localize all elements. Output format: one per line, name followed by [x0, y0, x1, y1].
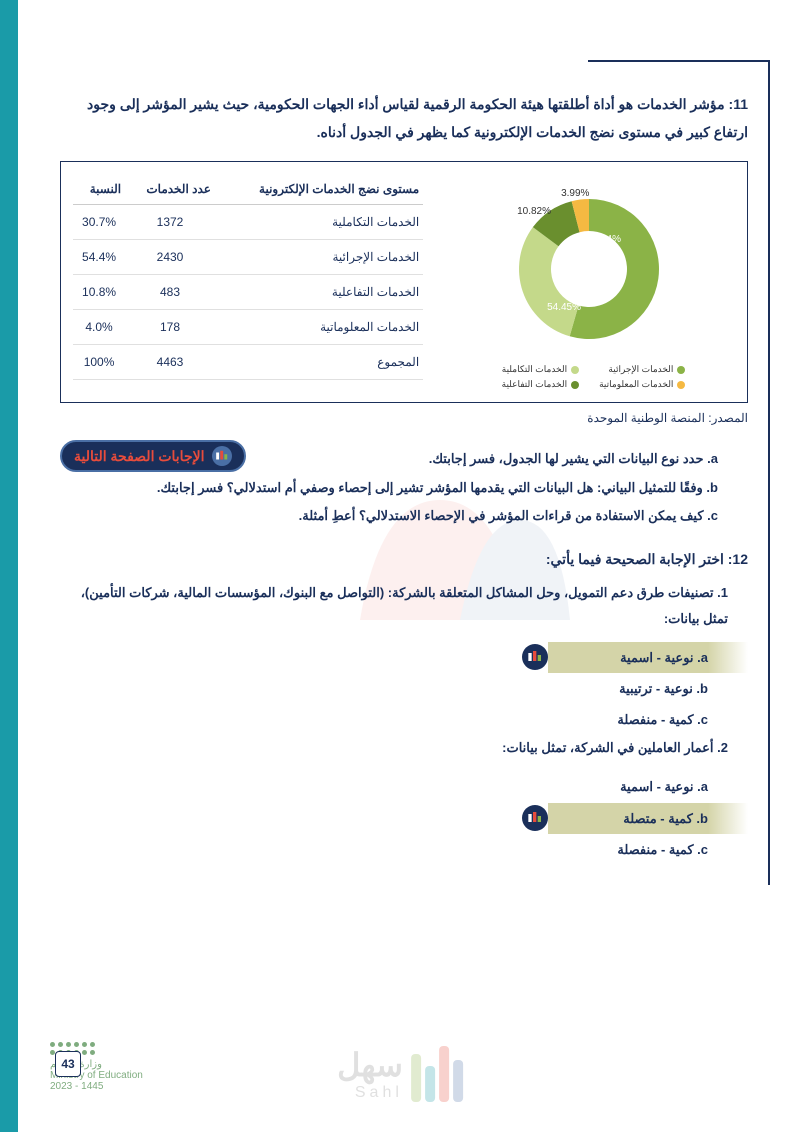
donut-chart: 30.74% 54.45% 10.82% 3.99% — [499, 174, 679, 354]
subq-b: b. وفقًا للتمثيل البياني: هل البيانات ال… — [60, 474, 748, 503]
q12-1-opt-c: c. كمية - منفصلة — [60, 704, 748, 735]
cell-count: 1372 — [125, 205, 215, 240]
q12-item2: 2. أعمار العاملين في الشركة، تمثل بيانات… — [60, 735, 748, 761]
cell-level: المجموع — [215, 345, 423, 380]
th-count: عدد الخدمات — [125, 174, 215, 205]
legend-label: الخدمات التكاملية — [502, 364, 567, 375]
q12-1-opt-b: b. نوعية - ترتيبية — [60, 673, 748, 704]
cell-pct: 30.7% — [73, 205, 125, 240]
donut-label-1: 54.45% — [547, 302, 581, 313]
cell-pct: 10.8% — [73, 275, 125, 310]
cell-level: الخدمات المعلوماتية — [215, 310, 423, 345]
answers-icon — [212, 446, 232, 466]
cell-pct: 54.4% — [73, 240, 125, 275]
correct-badge-icon — [522, 644, 548, 670]
top-border — [40, 60, 768, 62]
legend-dot-icon — [677, 381, 685, 389]
ministry-year: 2023 - 1445 — [50, 1081, 143, 1092]
cell-level: الخدمات التفاعلية — [215, 275, 423, 310]
table-row: الخدمات التكاملية 1372 30.7% — [73, 205, 423, 240]
cell-count: 178 — [125, 310, 215, 345]
cell-count: 4463 — [125, 345, 215, 380]
source-text: المصدر: المنصة الوطنية الموحدة — [60, 411, 748, 425]
q12-2-opt-c: c. كمية - منفصلة — [60, 834, 748, 865]
subq-block: الإجابات الصفحة التالية a. حدد نوع البيا… — [60, 445, 748, 531]
q12-1-opt-a: a. نوعية - اسمية — [60, 642, 748, 673]
legend-label: الخدمات الإجرائية — [608, 364, 673, 375]
cell-level: الخدمات التكاملية — [215, 205, 423, 240]
donut-slice — [519, 227, 579, 336]
cell-count: 483 — [125, 275, 215, 310]
q12-item1: 1. تصنيفات طرق دعم التمويل، وحل المشاكل … — [60, 580, 748, 632]
legend-label: الخدمات التفاعلية — [502, 379, 567, 390]
left-accent-bar — [0, 0, 18, 1132]
legend-item: الخدمات التفاعلية — [493, 379, 579, 390]
q11-intro: 11: مؤشر الخدمات هو أداة أطلقتها هيئة ال… — [60, 90, 748, 146]
correct-badge-icon — [522, 805, 548, 831]
th-pct: النسبة — [73, 174, 125, 205]
cell-count: 2430 — [125, 240, 215, 275]
legend-dot-icon — [571, 381, 579, 389]
table-row: المجموع 4463 100% — [73, 345, 423, 380]
table-side: مستوى نضج الخدمات الإلكترونية عدد الخدما… — [73, 174, 423, 390]
donut-label-2: 10.82% — [517, 206, 551, 217]
legend-label: الخدمات المعلوماتية — [599, 379, 673, 390]
donut-label-0: 30.74% — [587, 234, 621, 245]
table-row: الخدمات المعلوماتية 178 4.0% — [73, 310, 423, 345]
cell-level: الخدمات الإجرائية — [215, 240, 423, 275]
chart-table-box: مستوى نضج الخدمات الإلكترونية عدد الخدما… — [60, 161, 748, 403]
legend-item: الخدمات الإجرائية — [599, 364, 685, 375]
cell-pct: 100% — [73, 345, 125, 380]
q12-2-opt-b: b. كمية - متصلة — [60, 803, 748, 834]
chart-legend: الخدمات الإجرائية الخدمات التكاملية الخدما… — [493, 364, 686, 390]
legend-dot-icon — [677, 366, 685, 374]
table-row: الخدمات الإجرائية 2430 54.4% — [73, 240, 423, 275]
answers-button-label: الإجابات الصفحة التالية — [74, 448, 204, 465]
table-header-row: مستوى نضج الخدمات الإلكترونية عدد الخدما… — [73, 174, 423, 205]
legend-item: الخدمات المعلوماتية — [599, 379, 685, 390]
subq-c: c. كيف يمكن الاستفادة من قراءات المؤشر ف… — [60, 502, 748, 531]
answers-button[interactable]: الإجابات الصفحة التالية — [60, 440, 246, 472]
opt-label: b. كمية - متصلة — [623, 811, 708, 826]
content-border: 11: مؤشر الخدمات هو أداة أطلقتها هيئة ال… — [40, 60, 770, 885]
th-level: مستوى نضج الخدمات الإلكترونية — [215, 174, 423, 205]
page-number: 43 — [55, 1051, 81, 1077]
q12-title: 12: اختر الإجابة الصحيحة فيما يأتي: — [60, 551, 748, 568]
legend-item: الخدمات التكاملية — [493, 364, 579, 375]
legend-dot-icon — [571, 366, 579, 374]
q12-2-opt-a: a. نوعية - اسمية — [60, 771, 748, 802]
data-table: مستوى نضج الخدمات الإلكترونية عدد الخدما… — [73, 174, 423, 380]
opt-label: a. نوعية - اسمية — [620, 650, 708, 665]
cell-pct: 4.0% — [73, 310, 125, 345]
table-row: الخدمات التفاعلية 483 10.8% — [73, 275, 423, 310]
chart-side: 30.74% 54.45% 10.82% 3.99% الخدمات الإجر… — [443, 174, 735, 390]
donut-label-3: 3.99% — [561, 188, 589, 199]
page-content: 11: مؤشر الخدمات هو أداة أطلقتها هيئة ال… — [40, 60, 770, 1092]
